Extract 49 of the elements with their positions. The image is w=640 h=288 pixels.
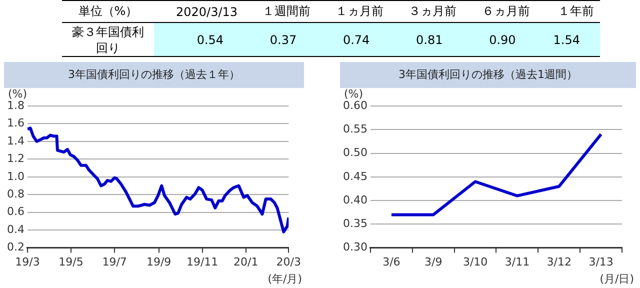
y-tick-label: 0.2 (6, 240, 24, 254)
y-tick-label: 0.40 (342, 193, 368, 206)
chart-title: 3年国債利回りの推移（過去1週間） (340, 62, 636, 88)
x-tick-label: 19/9 (146, 255, 172, 268)
x-tick-label: 3/6 (382, 255, 400, 268)
y-tick-label: 0.8 (6, 187, 24, 200)
y-axis-title: (%) (344, 87, 364, 100)
category-label: 2020/3/13 (175, 4, 239, 20)
category-label: １年前 (557, 3, 595, 20)
x-tick-label: 3/9 (424, 255, 442, 268)
x-tick-label: 19/11 (186, 255, 218, 268)
y-tick-label: 0.4 (6, 222, 24, 236)
series-label: 豪３年国債利回り (71, 24, 145, 56)
data-label: 0.37 (244, 22, 317, 56)
chart-title: 3年国債利回りの推移（過去１年） (4, 62, 304, 88)
x-tick-label: 20/1 (233, 255, 258, 268)
y-tick-label: 0.45 (342, 170, 368, 183)
data-label: 0.90 (462, 22, 536, 56)
y-axis-title: (%) (8, 87, 28, 100)
x-tick-label: 3/11 (504, 255, 530, 268)
x-tick-label: 3/13 (588, 255, 614, 268)
y-tick-label: 0.6 (6, 205, 24, 218)
x-tick-label: 19/7 (102, 255, 127, 268)
y-tick-label: 1.6 (6, 116, 24, 130)
category-label: １週間前 (262, 3, 312, 20)
y-tick-label: 1.2 (6, 152, 24, 166)
y-tick-label: 0.50 (342, 146, 368, 160)
data-label: 0.74 (316, 22, 390, 56)
x-tick-label: 3/10 (462, 255, 488, 268)
y-tick-label: 0.55 (342, 122, 368, 136)
y-tick-label: 0.30 (342, 240, 368, 254)
x-tick-label: 19/5 (58, 255, 84, 268)
data-label: 1.54 (536, 22, 600, 56)
x-tick-label: 19/3 (15, 255, 40, 268)
category-label: ６ヵ月前 (480, 3, 531, 20)
category-label: １ヵ月前 (334, 3, 385, 20)
y-tick-label: 0.35 (342, 217, 368, 230)
x-axis-title: (年/月) (268, 272, 302, 286)
data-label: 0.81 (390, 22, 463, 56)
text: 単位（%） (77, 3, 139, 20)
category-label: ３ヵ月前 (408, 3, 458, 20)
y-tick-label: 1.0 (6, 170, 24, 183)
x-tick-label: 20/3 (276, 255, 301, 268)
x-axis-title: (月/日) (600, 272, 634, 286)
y-tick-label: 0.60 (342, 98, 368, 112)
y-tick-label: 1.4 (6, 134, 24, 148)
data-label: 0.54 (154, 22, 244, 56)
x-tick-label: 3/12 (546, 255, 572, 268)
y-tick-label: 1.8 (6, 98, 24, 112)
